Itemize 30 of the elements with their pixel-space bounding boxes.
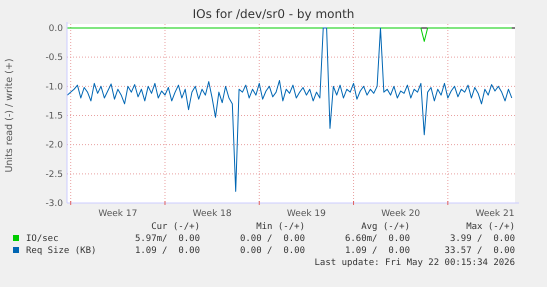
legend-label: Req Size (KB) — [26, 246, 96, 256]
text: 0.00 / 0.00 — [240, 246, 305, 256]
text: 5.97m/ 0.00 — [134, 234, 200, 244]
line-series — [66, 28, 512, 192]
text: Last update: Fri May 22 00:15:34 2026 — [314, 258, 515, 268]
y-tick-label: -2.5 — [45, 170, 63, 180]
x-tick-label: Week 17 — [98, 209, 138, 219]
x-tick-label: Week 20 — [381, 209, 420, 219]
text: Min (-/+) — [256, 222, 305, 232]
y-tick-label: -2.0 — [45, 140, 64, 151]
text: 1.09 / 0.00 — [134, 246, 200, 256]
x-tick-label: Week 19 — [286, 209, 326, 219]
text: 1.09 / 0.00 — [344, 246, 410, 256]
legend-label: IO/sec — [26, 234, 59, 244]
text: Avg (-/+) — [361, 222, 410, 232]
text: 33.57 / 0.00 — [444, 246, 515, 256]
y-tick-label: -0.5 — [45, 53, 63, 64]
text: 6.60m/ 0.00 — [344, 234, 410, 244]
y-tick-label: -3.0 — [45, 199, 64, 209]
text: Cur (-/+) — [151, 222, 200, 232]
y-axis-title: Units read (-) / write (+) — [4, 58, 15, 173]
chart-title: IOs for /dev/sr0 - by month — [192, 7, 354, 21]
x-tick-label: Week 21 — [475, 209, 514, 219]
y-tick-label: -1.0 — [45, 82, 64, 92]
y-tick-label: 0.0 — [48, 24, 64, 34]
text: 0.00 / 0.00 — [240, 234, 305, 244]
text: 3.99 / 0.00 — [450, 234, 515, 244]
y-tick-label: -1.5 — [45, 112, 63, 122]
text: Max (-/+) — [466, 222, 515, 232]
x-tick-label: Week 18 — [192, 209, 232, 219]
